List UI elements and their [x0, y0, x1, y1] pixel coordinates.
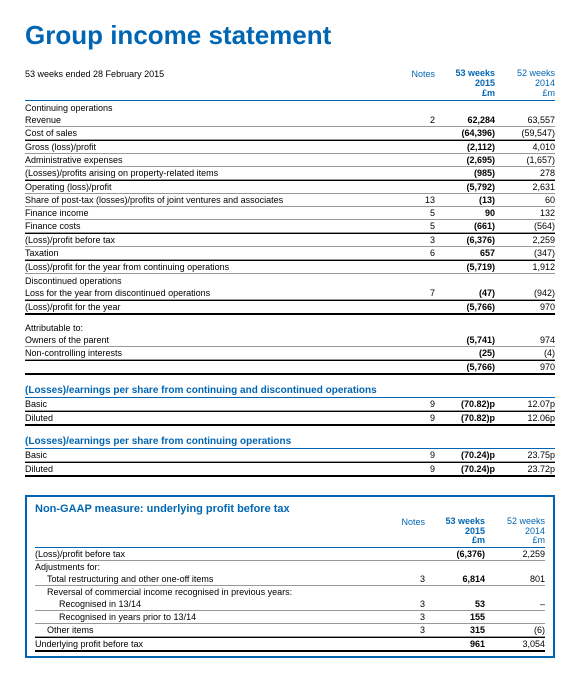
row-other-items: Other items 3 315 (6): [35, 624, 545, 637]
row-nongaap-pbt: (Loss)/profit before tax (6,376) 2,259: [35, 548, 545, 561]
row-cost-of-sales: Cost of sales (64,396) (59,547): [25, 127, 555, 140]
row-nci: Non-controlling interests (25) (4): [25, 347, 555, 360]
row-restructuring: Total restructuring and other one-off it…: [35, 573, 545, 586]
period-label: 53 weeks ended 28 February 2015: [25, 69, 397, 99]
eps-cont-disc-heading: (Losses)/earnings per share from continu…: [25, 385, 555, 398]
row-year-result: (Loss)/profit for the year (5,766) 970: [25, 300, 555, 315]
row-discontinued-loss: Loss for the year from discontinued oper…: [25, 287, 555, 300]
row-eps1-basic: Basic 9 (70.82)p 12.07p: [25, 398, 555, 411]
row-eps2-diluted: Diluted 9 (70.24)p 23.72p: [25, 462, 555, 477]
non-gaap-column-header: Notes 53 weeks 2015 £m 52 weeks 2014 £m: [35, 517, 545, 549]
row-underlying-pbt: Underlying profit before tax 961 3,054: [35, 637, 545, 652]
row-attributable-total: (5,766) 970: [25, 360, 555, 375]
row-eps2-basic: Basic 9 (70.24)p 23.75p: [25, 449, 555, 462]
row-property: (Losses)/profits arising on property-rel…: [25, 167, 555, 180]
row-adjustments-label: Adjustments for:: [35, 561, 545, 573]
row-eps1-diluted: Diluted 9 (70.82)p 12.06p: [25, 411, 555, 426]
attributable-label: Attributable to:: [25, 321, 555, 334]
row-recognised-1314: Recognised in 13/14 3 53 –: [35, 598, 545, 611]
row-finance-costs: Finance costs 5 (661) (564): [25, 220, 555, 233]
col-2014-header: 52 weeks 2014 £m: [495, 69, 555, 99]
page-title: Group income statement: [25, 20, 555, 51]
row-taxation: Taxation 6 657 (347): [25, 247, 555, 260]
row-owners: Owners of the parent (5,741) 974: [25, 334, 555, 347]
notes-header: Notes: [397, 69, 435, 99]
column-header: 53 weeks ended 28 February 2015 Notes 53…: [25, 69, 555, 101]
non-gaap-title: Non-GAAP measure: underlying profit befo…: [35, 503, 545, 515]
row-admin: Administrative expenses (2,695) (1,657): [25, 154, 555, 167]
row-operating: Operating (loss)/profit (5,792) 2,631: [25, 180, 555, 194]
row-gross: Gross (loss)/profit (2,112) 4,010: [25, 140, 555, 154]
non-gaap-box: Non-GAAP measure: underlying profit befo…: [25, 495, 555, 659]
col-2015-header: 53 weeks 2015 £m: [435, 69, 495, 99]
row-finance-income: Finance income 5 90 132: [25, 207, 555, 220]
continuing-operations-label: Continuing operations: [25, 101, 555, 114]
row-recognised-prior: Recognised in years prior to 13/14 3 155: [35, 611, 545, 624]
row-reversal-label: Reversal of commercial income recognised…: [35, 586, 545, 598]
eps-cont-heading: (Losses)/earnings per share from continu…: [25, 436, 555, 449]
discontinued-operations-label: Discontinued operations: [25, 274, 555, 287]
row-continuing-result: (Loss)/profit for the year from continui…: [25, 260, 555, 274]
row-pbt: (Loss)/profit before tax 3 (6,376) 2,259: [25, 233, 555, 247]
row-revenue: Revenue 2 62,284 63,557: [25, 114, 555, 127]
row-jv: Share of post-tax (losses)/profits of jo…: [25, 194, 555, 207]
